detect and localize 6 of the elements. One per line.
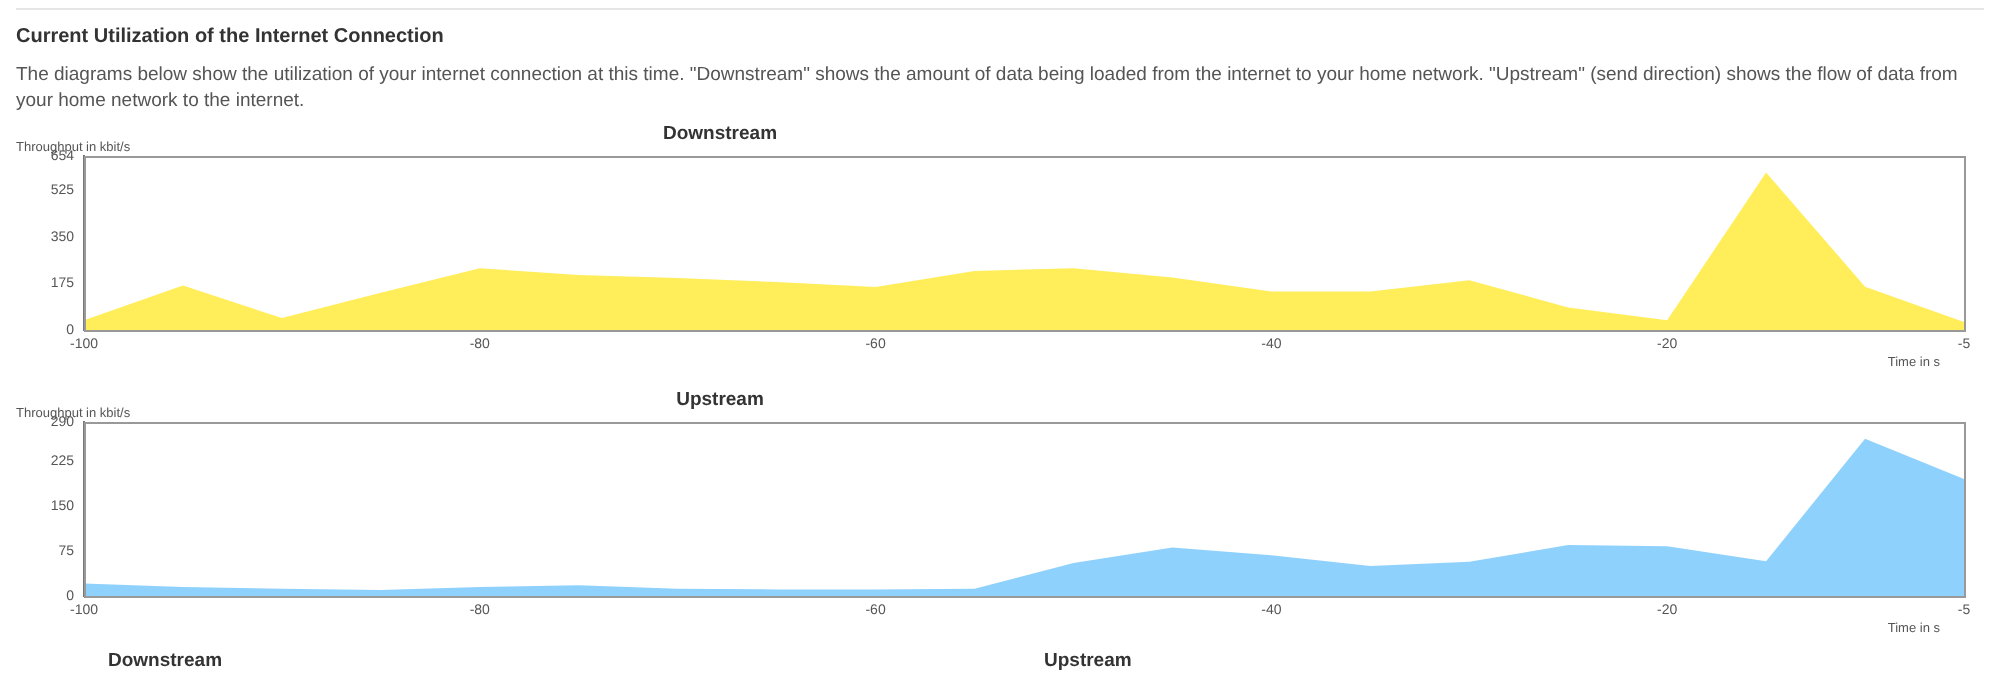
text: Downstream [108, 650, 223, 672]
text: Upstream [1044, 650, 1132, 672]
chart-title: Downstream [662, 123, 778, 146]
text: The diagrams below show the utilization of your internet connection at this time. "Downstream" shows the amount of data being loaded from the internet to your home network. "Upstream" (send direction) shows the flow of data from your home network to the internet. [16, 62, 1960, 114]
text: Current Utilization of the Internet Connection [16, 26, 444, 48]
chart-title: Upstream [676, 389, 764, 412]
